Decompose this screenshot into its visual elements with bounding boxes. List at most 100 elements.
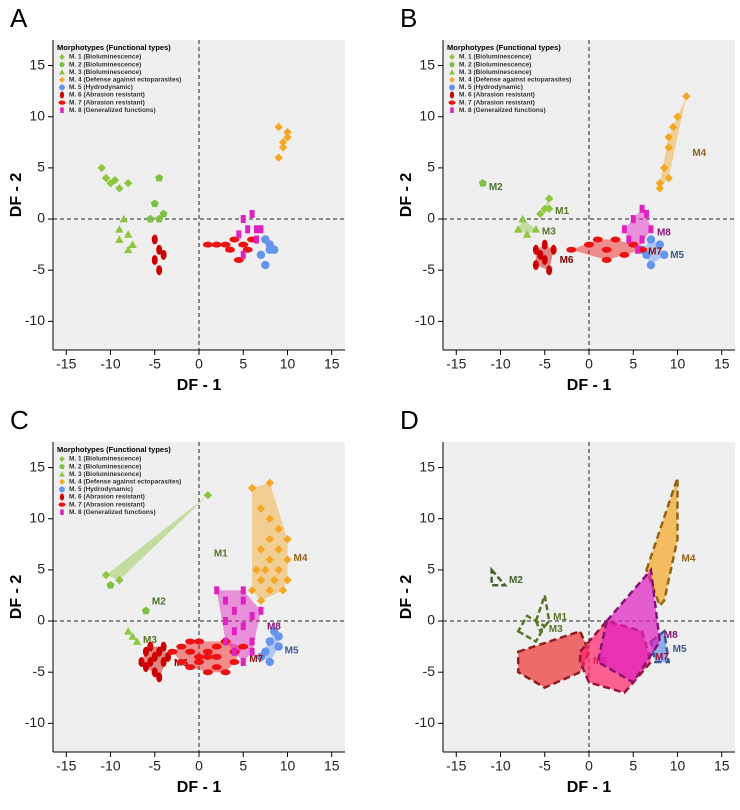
point [256, 504, 266, 513]
point [682, 92, 691, 101]
group-label: M8 [267, 622, 281, 633]
point [185, 638, 196, 645]
point [664, 173, 673, 183]
point [274, 153, 283, 162]
group-label: M6 [560, 255, 574, 266]
x-tick-label: 10 [280, 758, 296, 774]
legend-label: M. 6 (Abrasion resistant) [69, 92, 145, 99]
point [238, 241, 249, 248]
point [146, 214, 155, 223]
point [240, 596, 246, 605]
point [151, 234, 158, 245]
point [160, 641, 167, 652]
point [247, 586, 257, 595]
y-tick-label: 5 [427, 561, 435, 577]
point [261, 565, 270, 575]
point [660, 250, 669, 260]
panel-letter: D [400, 405, 419, 435]
point [265, 245, 274, 254]
point [101, 570, 111, 580]
point [141, 606, 150, 615]
x-tick-label: 0 [195, 758, 203, 774]
point [254, 225, 260, 234]
point [132, 637, 142, 645]
y-tick-label: 5 [427, 159, 435, 175]
group-outline [596, 566, 662, 685]
legend-label: M. 4 (Defense against ectoparasites) [459, 77, 571, 84]
point [202, 648, 213, 655]
point [256, 596, 266, 605]
legend-marker [58, 100, 66, 105]
x-tick-label: 5 [629, 356, 637, 372]
legend-label: M. 3 (Bioluminescence) [69, 471, 141, 478]
point [147, 656, 154, 667]
point [254, 235, 260, 244]
legend-marker [59, 69, 65, 75]
legend-title: Morphotypes (Functional types) [57, 445, 171, 454]
y-axis-label: DF - 2 [8, 173, 25, 218]
point [274, 524, 283, 534]
legend-marker [449, 76, 455, 83]
legend-label: M. 8 (Generalized functions) [459, 107, 546, 114]
y-tick-label: -5 [423, 663, 436, 679]
point [142, 662, 149, 673]
point [256, 575, 266, 585]
y-tick-label: -5 [423, 261, 436, 277]
group-label: M3 [542, 227, 556, 238]
legend-marker [449, 91, 455, 99]
point [151, 254, 158, 265]
group-label: M4 [681, 553, 695, 564]
legend-label: M. 3 (Bioluminescence) [459, 69, 531, 76]
point [531, 225, 541, 233]
y-tick-label: -10 [415, 714, 435, 730]
legend-label: M. 3 (Bioluminescence) [69, 69, 141, 76]
legend-label: M. 5 (Hydrodynamic) [69, 84, 133, 91]
x-tick-label: -10 [100, 356, 120, 372]
point [258, 225, 264, 234]
legend-label: M. 1 (Bioluminescence) [69, 54, 141, 61]
group-label: M8 [657, 227, 671, 238]
point [224, 246, 235, 253]
point [124, 179, 133, 188]
group-label: M1 [553, 612, 567, 623]
group-outline [645, 477, 679, 609]
legend-label: M. 2 (Bioluminescence) [69, 463, 141, 470]
y-tick-label: 5 [37, 561, 45, 577]
x-tick-label: -5 [539, 758, 552, 774]
point [115, 225, 124, 233]
point [97, 163, 106, 173]
x-tick-label: -15 [56, 356, 76, 372]
legend-marker [59, 54, 65, 60]
point [220, 669, 231, 676]
point [214, 586, 220, 595]
point [223, 596, 229, 605]
point [283, 132, 292, 142]
point [283, 127, 292, 137]
group-hull [659, 96, 687, 189]
legend-label: M. 2 (Bioluminescence) [69, 61, 141, 68]
x-tick-label: 0 [585, 356, 593, 372]
y-tick-label: 5 [37, 159, 45, 175]
x-tick-label: -5 [149, 758, 162, 774]
point [655, 179, 664, 188]
group-label: M2 [509, 575, 523, 586]
legend-marker [449, 84, 455, 91]
point [240, 657, 246, 666]
group-label: M4 [692, 148, 706, 159]
point [211, 241, 222, 248]
group-label: M5 [285, 645, 299, 656]
legend-marker [59, 76, 65, 83]
legend-label: M. 7 (Abrasion resistant) [69, 501, 145, 508]
point [265, 586, 274, 595]
y-tick-label: 0 [427, 210, 435, 226]
legend-marker [450, 107, 454, 113]
group-label: M1 [555, 206, 569, 217]
point [151, 651, 158, 662]
point [155, 214, 164, 223]
point [261, 260, 270, 270]
x-tick-label: 15 [714, 356, 730, 372]
group-label: M7 [655, 652, 669, 663]
point [160, 249, 167, 260]
group-label: M3 [143, 635, 157, 646]
point [642, 250, 651, 260]
